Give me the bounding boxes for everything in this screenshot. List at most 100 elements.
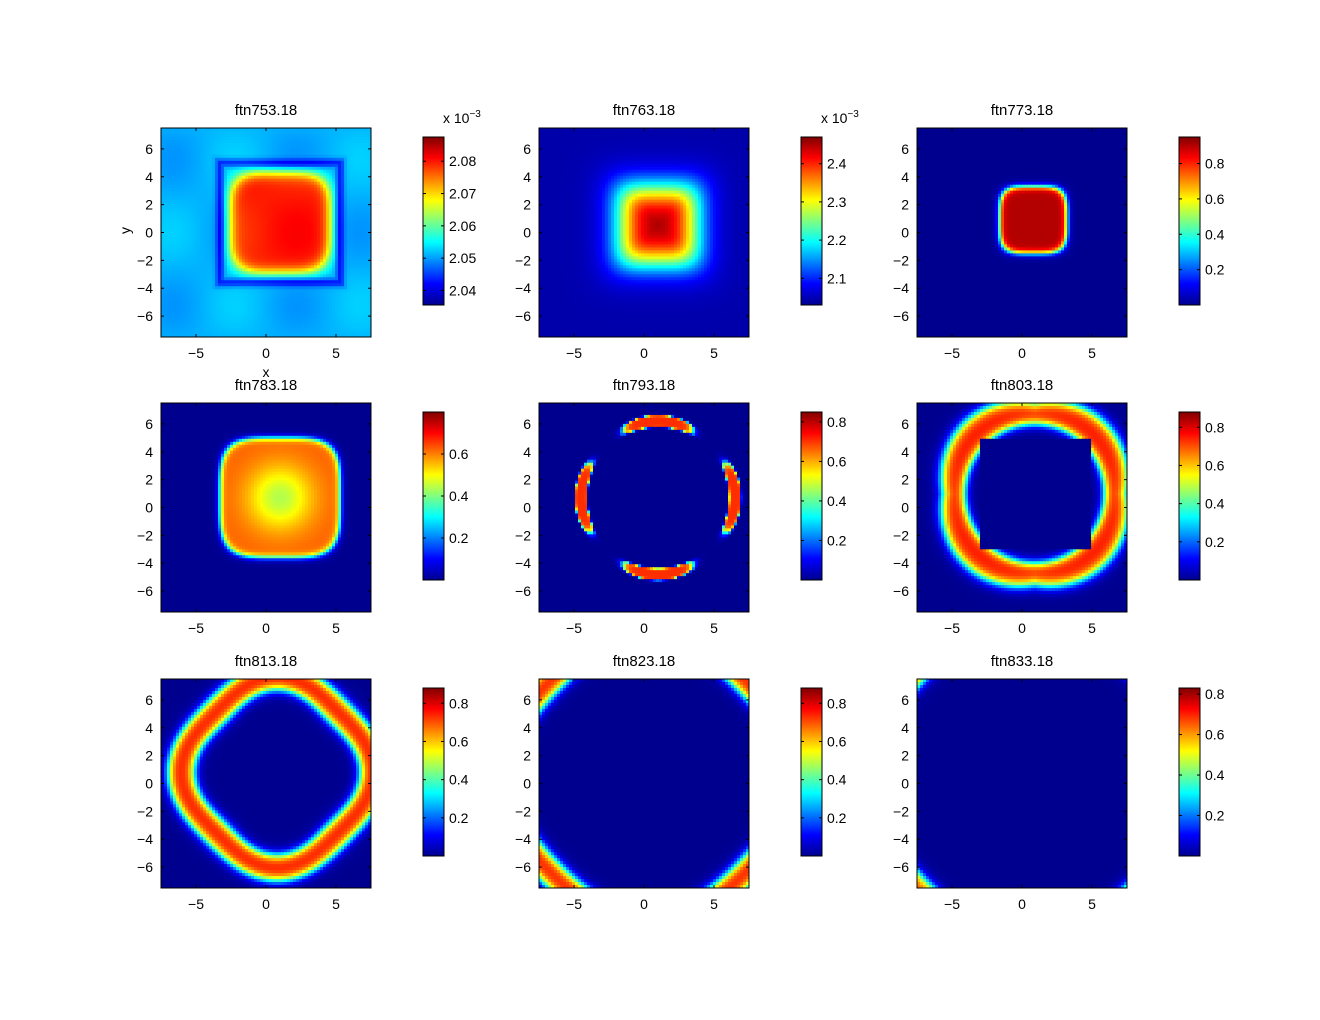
heatmap-cell — [185, 289, 189, 293]
heatmap-cell — [329, 196, 333, 201]
heatmap-cell — [164, 166, 168, 171]
heatmap-cell — [308, 316, 312, 320]
heatmap-cell — [254, 307, 258, 311]
heatmap-cell — [188, 220, 192, 225]
heatmap-cell — [239, 268, 243, 272]
heatmap-cell — [176, 301, 180, 305]
heatmap-cell — [332, 262, 336, 266]
heatmap-cell — [311, 253, 315, 257]
heatmap-cell — [167, 250, 171, 254]
heatmap-cell — [188, 208, 192, 213]
heatmap-cell — [236, 319, 240, 323]
heatmap-cell — [290, 181, 294, 186]
heatmap-cell — [191, 244, 195, 249]
heatmap-cell — [365, 253, 369, 257]
heatmap-cell — [287, 166, 291, 171]
heatmap-cell — [239, 244, 243, 249]
heatmap-cell — [266, 145, 270, 150]
heatmap-cell — [305, 154, 309, 159]
heatmap-cell — [182, 136, 186, 141]
heatmap-cell — [260, 274, 264, 278]
heatmap-cell — [317, 199, 321, 204]
heatmap-cell — [272, 166, 276, 171]
heatmap-cell — [332, 334, 336, 337]
heatmap-cell — [173, 328, 177, 332]
heatmap-cell — [332, 274, 336, 278]
heatmap-cell — [260, 247, 264, 252]
heatmap-cell — [230, 160, 234, 165]
heatmap-cell — [365, 286, 369, 290]
heatmap-cell — [311, 259, 315, 263]
heatmap-cell — [215, 217, 219, 222]
heatmap-cell — [269, 334, 273, 337]
heatmap-cell — [203, 226, 207, 231]
heatmap-cell — [260, 151, 264, 156]
heatmap-cell — [344, 169, 348, 174]
heatmap-cell — [314, 292, 318, 296]
heatmap-cell — [368, 298, 371, 302]
heatmap-cell — [278, 295, 282, 299]
heatmap-cell — [236, 292, 240, 296]
heatmap-cell — [365, 163, 369, 168]
heatmap-cell — [275, 172, 279, 177]
heatmap-cell — [326, 313, 330, 317]
heatmap-cell — [248, 229, 252, 234]
heatmap-cell — [191, 262, 195, 266]
heatmap-cell — [344, 157, 348, 162]
heatmap-cell — [248, 217, 252, 222]
heatmap-cell — [194, 130, 198, 135]
heatmap-cell — [296, 142, 300, 147]
heatmap-cell — [338, 193, 342, 198]
heatmap-cell — [281, 274, 285, 278]
heatmap-cell — [242, 157, 246, 162]
heatmap-cell — [278, 238, 282, 243]
heatmap-cell — [254, 128, 258, 132]
heatmap-cell — [323, 265, 327, 269]
heatmap-cell — [200, 295, 204, 299]
heatmap-cell — [359, 128, 363, 132]
heatmap-cell — [320, 184, 324, 189]
heatmap-cell — [320, 244, 324, 249]
heatmap-cell — [233, 202, 237, 207]
heatmap-cell — [203, 181, 207, 186]
heatmap-cell — [239, 214, 243, 219]
heatmap-cell — [224, 271, 228, 275]
heatmap-cell — [194, 139, 198, 144]
heatmap-cell — [329, 280, 333, 284]
heatmap-cell — [368, 265, 371, 269]
heatmap-cell — [236, 328, 240, 332]
heatmap-cell — [257, 229, 261, 234]
heatmap-cell — [182, 175, 186, 180]
heatmap-cell — [287, 232, 291, 237]
heatmap-cell — [245, 130, 249, 135]
heatmap-cell — [218, 128, 222, 132]
heatmap-cell — [200, 265, 204, 269]
heatmap-cell — [296, 193, 300, 198]
heatmap-cell — [338, 178, 342, 183]
heatmap-cell — [362, 274, 366, 278]
heatmap-cell — [296, 217, 300, 222]
heatmap-cell — [203, 331, 207, 335]
heatmap-cell — [329, 292, 333, 296]
heatmap-cell — [248, 196, 252, 201]
heatmap-cell — [350, 301, 354, 305]
heatmap-cell — [263, 128, 267, 132]
heatmap-cell — [197, 238, 201, 243]
heatmap-cell — [317, 283, 321, 287]
heatmap-cell — [194, 247, 198, 252]
heatmap-cell — [281, 128, 285, 132]
heatmap-cell — [359, 169, 363, 174]
heatmap-cell — [242, 316, 246, 320]
y-axis-label: y — [117, 227, 133, 234]
heatmap-cell — [290, 214, 294, 219]
heatmap-cell — [302, 187, 306, 192]
heatmap-cell — [275, 136, 279, 141]
heatmap-cell — [281, 196, 285, 201]
heatmap-cell — [200, 196, 204, 201]
heatmap-cell — [245, 184, 249, 189]
heatmap-cell — [329, 316, 333, 320]
heatmap-cell — [179, 283, 183, 287]
heatmap-cell — [287, 205, 291, 210]
heatmap-cell — [335, 304, 339, 308]
heatmap-cell — [176, 145, 180, 150]
